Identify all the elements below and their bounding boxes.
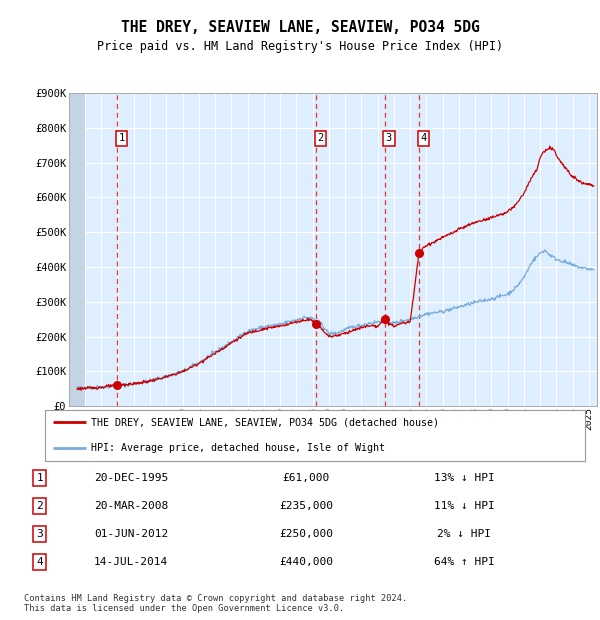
Text: 3: 3 <box>37 529 43 539</box>
Text: 3: 3 <box>386 133 392 143</box>
Text: 2: 2 <box>317 133 324 143</box>
Text: 64% ↑ HPI: 64% ↑ HPI <box>434 557 494 567</box>
Text: THE DREY, SEAVIEW LANE, SEAVIEW, PO34 5DG: THE DREY, SEAVIEW LANE, SEAVIEW, PO34 5D… <box>121 20 479 35</box>
Text: 20-MAR-2008: 20-MAR-2008 <box>94 501 168 511</box>
Text: THE DREY, SEAVIEW LANE, SEAVIEW, PO34 5DG (detached house): THE DREY, SEAVIEW LANE, SEAVIEW, PO34 5D… <box>91 417 439 427</box>
Text: 2: 2 <box>37 501 43 511</box>
Text: 1: 1 <box>119 133 125 143</box>
Text: £250,000: £250,000 <box>279 529 333 539</box>
Text: £235,000: £235,000 <box>279 501 333 511</box>
Text: HPI: Average price, detached house, Isle of Wight: HPI: Average price, detached house, Isle… <box>91 443 385 453</box>
Text: Price paid vs. HM Land Registry's House Price Index (HPI): Price paid vs. HM Land Registry's House … <box>97 40 503 53</box>
Text: 20-DEC-1995: 20-DEC-1995 <box>94 473 168 483</box>
Text: 1: 1 <box>37 473 43 483</box>
Text: 4: 4 <box>37 557 43 567</box>
Text: 01-JUN-2012: 01-JUN-2012 <box>94 529 168 539</box>
Text: 11% ↓ HPI: 11% ↓ HPI <box>434 501 494 511</box>
Text: 4: 4 <box>420 133 427 143</box>
Text: 14-JUL-2014: 14-JUL-2014 <box>94 557 168 567</box>
Text: 2% ↓ HPI: 2% ↓ HPI <box>437 529 491 539</box>
Text: Contains HM Land Registry data © Crown copyright and database right 2024.
This d: Contains HM Land Registry data © Crown c… <box>24 594 407 613</box>
Text: £61,000: £61,000 <box>283 473 329 483</box>
Text: £440,000: £440,000 <box>279 557 333 567</box>
Bar <box>69 93 85 406</box>
Text: 13% ↓ HPI: 13% ↓ HPI <box>434 473 494 483</box>
